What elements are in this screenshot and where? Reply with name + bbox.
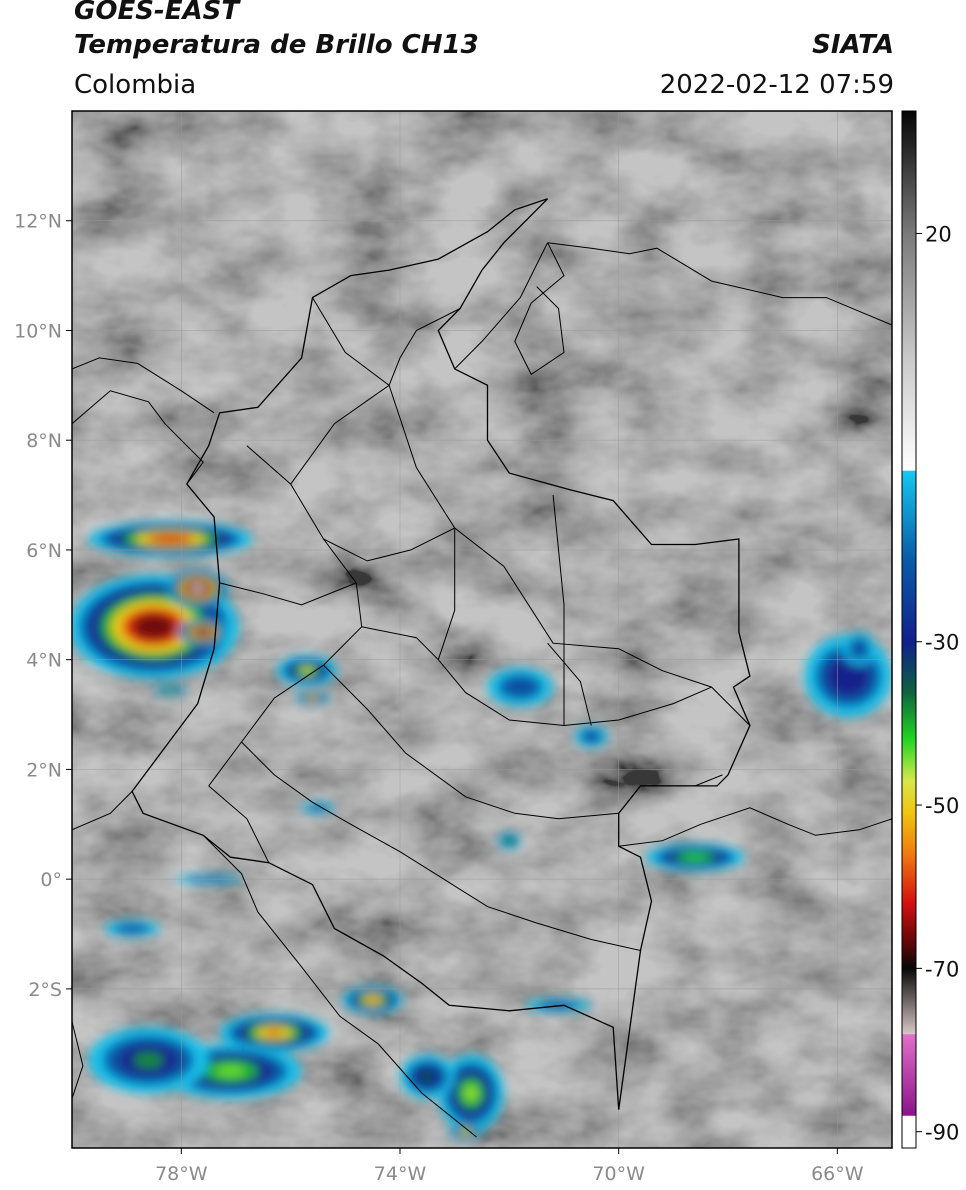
- storm-cell: [843, 632, 876, 665]
- lat-tick-label: 10°N: [14, 320, 62, 342]
- lat-tick-label: 0°: [40, 869, 62, 891]
- storm-cell: [88, 521, 252, 556]
- storm-cell: [296, 692, 329, 705]
- storm-cell-layer: [265, 1030, 283, 1036]
- storm-cell: [400, 1055, 455, 1099]
- lat-tick-label: 4°N: [26, 650, 62, 672]
- storm-cell-layer: [465, 1085, 478, 1100]
- lat-tick-label: 12°N: [14, 211, 62, 233]
- lon-tick-label: 74°W: [374, 1163, 427, 1185]
- storm-cell-layer: [685, 854, 705, 859]
- colorbar-tick-label: -30: [925, 631, 959, 655]
- lat-tick-label: 6°N: [26, 540, 62, 562]
- storm-cell: [487, 668, 553, 706]
- storm-cell-layer: [310, 696, 315, 700]
- storm-cell-layer: [123, 926, 141, 931]
- storm-cell-layer: [509, 681, 531, 694]
- lat-tick-label: 2°S: [28, 979, 62, 1001]
- storm-cell: [646, 843, 744, 870]
- storm-cell: [179, 619, 228, 646]
- lat-tick-label: 2°N: [26, 759, 62, 781]
- storm-cell-layer: [507, 839, 511, 843]
- colorbar: 20 -30 -50 -70 -90: [902, 111, 959, 1148]
- longitude-ticks: 78°W 74°W 70°W 66°W: [155, 1148, 864, 1185]
- storm-cell-layer: [143, 620, 164, 633]
- lon-tick-label: 66°W: [811, 1163, 864, 1185]
- storm-cell-layer: [159, 536, 182, 541]
- storm-cell: [575, 726, 608, 748]
- lon-tick-label: 78°W: [155, 1163, 208, 1185]
- colorbar-tick-label: -50: [925, 794, 959, 818]
- storm-cell-layer: [216, 1066, 244, 1077]
- storm-cell-layer: [134, 1052, 164, 1068]
- latitude-ticks: 12°N 10°N 8°N 6°N 4°N 2°N 0° 2°S: [14, 211, 72, 1001]
- storm-cell-layer: [421, 1071, 435, 1082]
- storm-cell-layer: [167, 688, 173, 692]
- lon-tick-label: 70°W: [592, 1163, 645, 1185]
- storm-cell-layer: [368, 998, 378, 1003]
- storm-cell: [498, 833, 520, 849]
- storm-cell-layer: [837, 666, 859, 687]
- colorbar-tick-label: -90: [925, 1121, 959, 1145]
- colorbar-tick-label: 20: [925, 222, 952, 246]
- colorbar-ticks: 20 -30 -50 -70 -90: [916, 222, 959, 1144]
- storm-cell-layer: [586, 733, 597, 740]
- storm-cell: [105, 920, 160, 936]
- storm-cell: [343, 986, 403, 1013]
- storm-cell: [88, 1027, 208, 1093]
- storm-cell: [449, 1123, 482, 1139]
- colorbar-tick-label: -70: [925, 957, 959, 981]
- map-area: [69, 111, 892, 1148]
- colorbar-bar: [902, 111, 916, 1148]
- lat-tick-label: 8°N: [26, 430, 62, 452]
- storm-cell-layer: [200, 630, 205, 634]
- storm-cell-layer: [195, 586, 201, 590]
- storm-cell-layer: [854, 643, 865, 654]
